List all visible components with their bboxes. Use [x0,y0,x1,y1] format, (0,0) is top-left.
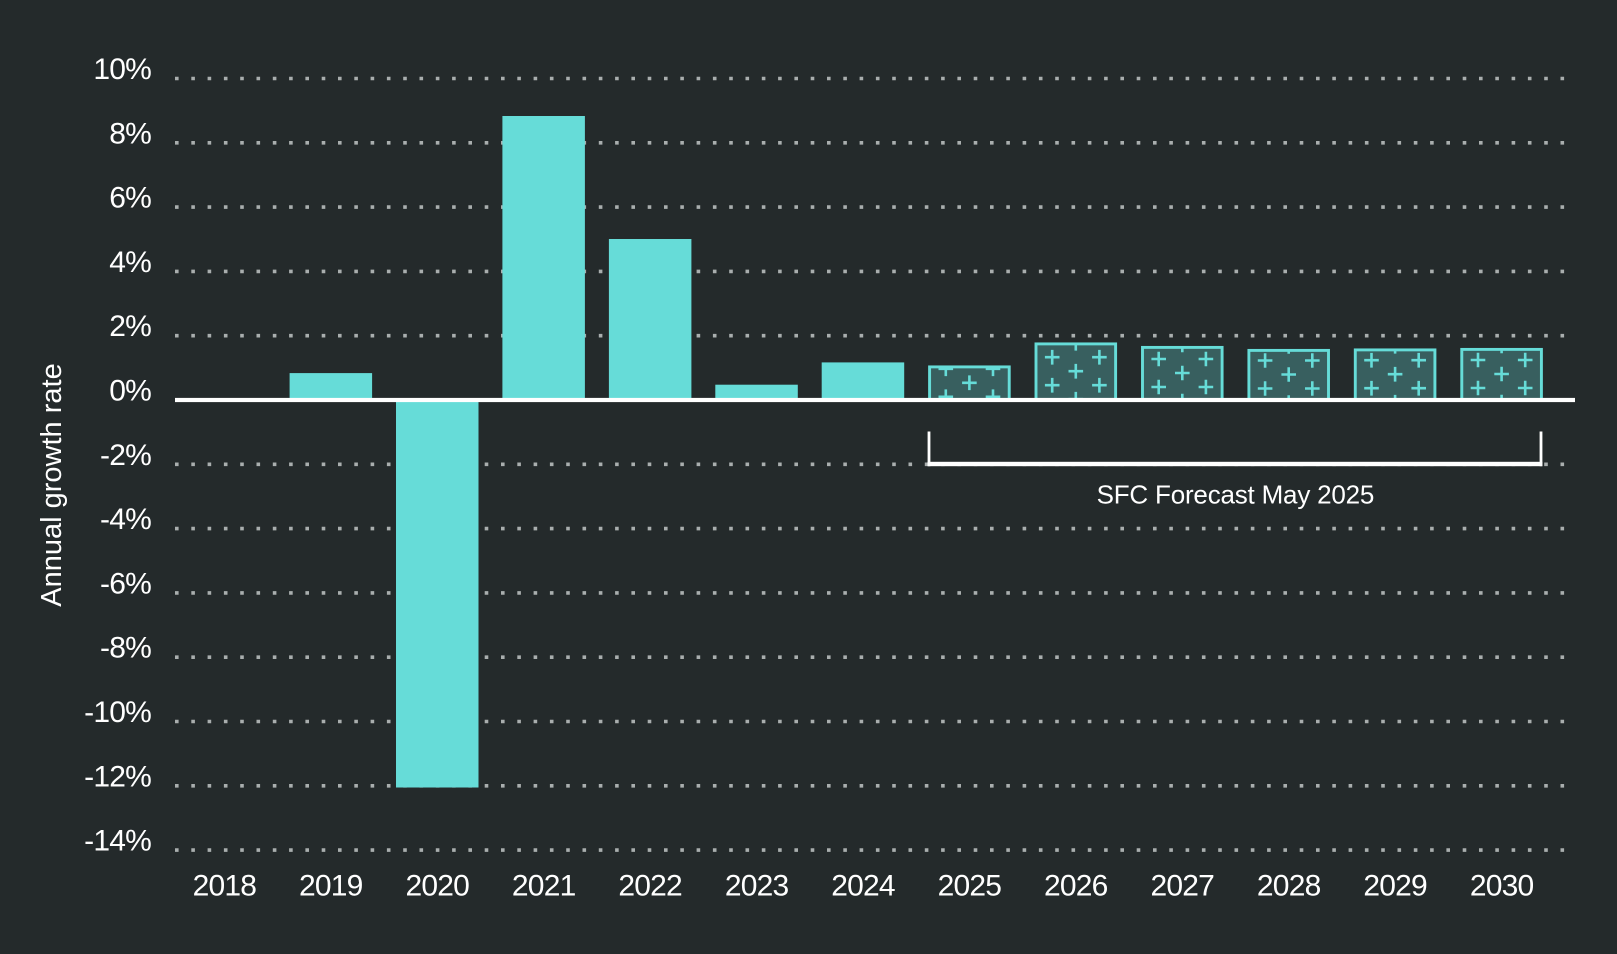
svg-text:-2%: -2% [100,439,151,472]
svg-text:-8%: -8% [100,632,151,665]
svg-text:2019: 2019 [299,870,363,903]
svg-text:Annual growth rate: Annual growth rate [36,363,68,606]
svg-text:2026: 2026 [1044,870,1108,903]
svg-text:SFC Forecast May 2025: SFC Forecast May 2025 [1097,480,1375,510]
svg-text:0%: 0% [109,375,151,408]
svg-text:2023: 2023 [725,870,789,903]
svg-text:2029: 2029 [1363,870,1427,903]
svg-text:2020: 2020 [406,870,470,903]
svg-text:2028: 2028 [1257,870,1321,903]
svg-text:-6%: -6% [100,567,151,600]
svg-text:8%: 8% [109,117,151,150]
svg-text:2021: 2021 [512,870,576,903]
svg-text:2024: 2024 [831,870,895,903]
svg-text:4%: 4% [109,246,151,279]
svg-text:2025: 2025 [938,870,1002,903]
svg-text:-4%: -4% [100,503,151,536]
svg-text:-14%: -14% [84,825,151,858]
svg-text:-12%: -12% [84,760,151,793]
svg-text:2%: 2% [109,310,151,343]
svg-text:10%: 10% [93,53,151,86]
svg-text:6%: 6% [109,182,151,215]
svg-text:2030: 2030 [1470,870,1534,903]
svg-text:2022: 2022 [618,870,682,903]
svg-text:2018: 2018 [193,870,257,903]
svg-text:2027: 2027 [1151,870,1215,903]
svg-text:-10%: -10% [84,696,151,729]
